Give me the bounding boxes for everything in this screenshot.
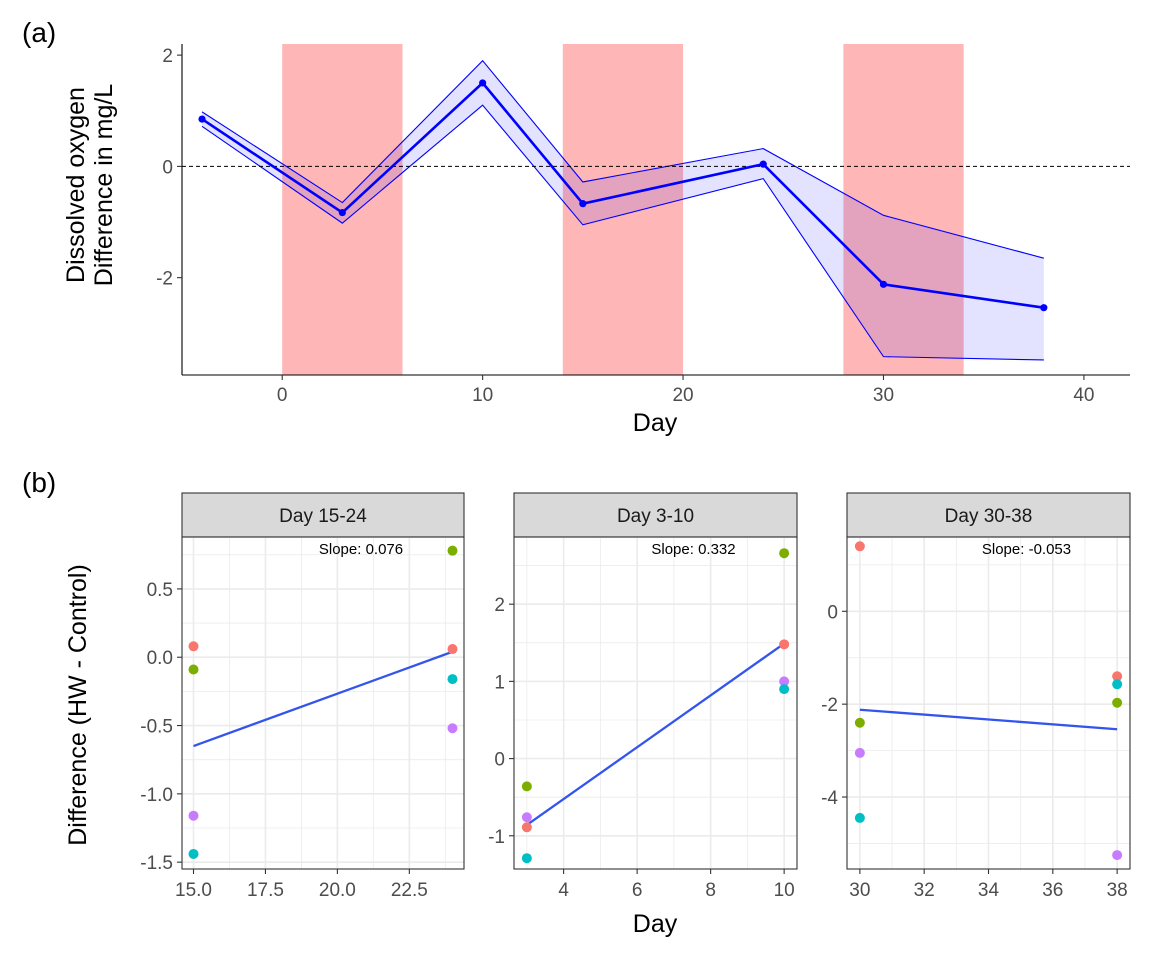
facet-strip: [513, 492, 798, 538]
facet-strip: [846, 492, 1131, 538]
data-point: [447, 644, 458, 655]
x-tick-label: 30: [849, 880, 870, 901]
y-tick-label: 0.0: [147, 648, 173, 669]
data-point: [1112, 850, 1123, 861]
slope-label: Slope: 0.332: [651, 541, 735, 558]
y-tick-label: -0.5: [140, 717, 173, 738]
data-point: [1112, 697, 1123, 708]
data-point: [1112, 679, 1123, 690]
y-tick-label: 2: [494, 595, 505, 616]
x-tick-label: 15.0: [175, 880, 212, 901]
panel-b-tag: (b): [22, 467, 56, 498]
data-point: [188, 641, 199, 652]
confidence-ribbon: [202, 60, 1044, 360]
x-tick-label: 38: [1107, 880, 1128, 901]
x-tick-label: 40: [1073, 385, 1094, 406]
ribbon-lower-bound: [201, 104, 1044, 361]
regression-line: [193, 650, 453, 748]
mean-point: [479, 79, 487, 87]
facet-title: Day 15-24: [279, 506, 367, 527]
facet-1: Day 15-24 Slope: 0.076 15.0 17.5 20.0 22.5 -1.…: [140, 492, 465, 901]
panel-a-tag: (a): [22, 17, 56, 48]
facet-2: Day 3-10 Slope: 0.332 4 6 8 10 -1 0 1 2: [488, 492, 798, 901]
y-tick-label: 0: [827, 602, 838, 623]
y-tick-label: 2: [162, 46, 173, 67]
panel-a-ylabel-line2: Difference in mg/L: [90, 84, 118, 287]
y-tick-label: -4: [821, 788, 838, 809]
facet-strip: [181, 492, 465, 538]
data-point: [521, 822, 532, 833]
panel-a-ylabel-line1: Dissolved oxygen: [62, 87, 90, 283]
facet-border: [181, 536, 465, 870]
facet-3: Day 30-38 Slope: -0.053 30 32 34 36 38 -4 -2 0: [821, 492, 1131, 901]
x-tick-label: 10: [774, 880, 795, 901]
data-point: [447, 723, 458, 734]
mean-point: [759, 160, 767, 168]
data-point: [188, 848, 199, 859]
x-tick-label: 22.5: [391, 880, 428, 901]
facet-title: Day 30-38: [945, 506, 1033, 527]
shaded-interval-2: [562, 44, 684, 375]
x-tick-label: 8: [705, 880, 716, 901]
mean-point: [579, 200, 587, 208]
x-tick-label: 10: [472, 385, 493, 406]
y-tick-label: -1.0: [140, 785, 173, 806]
mean-point: [338, 208, 346, 217]
shaded-interval-3: [843, 44, 964, 375]
y-tick-label: -1.5: [140, 853, 173, 874]
data-point: [854, 747, 865, 758]
panel-b-xlabel: Day: [633, 910, 678, 938]
y-tick-label: 0.5: [147, 580, 173, 601]
data-point: [1112, 671, 1123, 682]
data-point: [447, 545, 458, 556]
mean-point: [1040, 304, 1048, 312]
slope-label: Slope: 0.076: [319, 541, 403, 558]
x-tick-label: 6: [632, 880, 643, 901]
x-tick-label: 34: [978, 880, 1000, 901]
ribbon-upper-bound: [201, 59, 1044, 259]
facet-border: [513, 536, 798, 870]
data-point: [854, 812, 865, 823]
x-tick-label: 20.0: [319, 880, 356, 901]
data-point: [521, 812, 532, 823]
data-point: [854, 717, 865, 728]
data-point: [779, 639, 790, 650]
x-tick-label: 36: [1042, 880, 1063, 901]
y-tick-label: 0: [162, 157, 173, 178]
data-point: [447, 674, 458, 685]
y-tick-label: 1: [494, 672, 505, 693]
panel-a-chart: 0 10 20 30 40 -2 0 2: [156, 44, 1130, 406]
facet-title: Day 3-10: [617, 506, 694, 527]
mean-point: [879, 280, 888, 288]
y-tick-label: -2: [156, 269, 173, 290]
data-point: [521, 781, 532, 792]
panel-a-xlabel: Day: [633, 409, 678, 437]
x-tick-label: 32: [914, 880, 935, 901]
slope-label: Slope: -0.053: [982, 541, 1071, 558]
y-tick-label: 0: [494, 750, 505, 771]
data-point: [779, 676, 790, 687]
x-tick-label: 4: [558, 880, 569, 901]
data-point: [188, 664, 199, 675]
panel-b-ylabel: Difference (HW - Control): [64, 564, 92, 846]
x-tick-label: 30: [873, 385, 894, 406]
data-point: [779, 684, 790, 695]
mean-point: [198, 115, 206, 123]
data-point: [188, 810, 199, 821]
data-point: [854, 541, 865, 552]
regression-line: [526, 642, 785, 826]
regression-line: [859, 708, 1118, 731]
y-tick-label: -1: [488, 827, 505, 848]
data-point: [521, 853, 532, 864]
x-tick-label: 0: [277, 385, 288, 406]
data-point: [779, 548, 790, 559]
x-tick-label: 17.5: [247, 880, 284, 901]
y-tick-label: -2: [821, 695, 838, 716]
x-tick-label: 20: [672, 385, 693, 406]
